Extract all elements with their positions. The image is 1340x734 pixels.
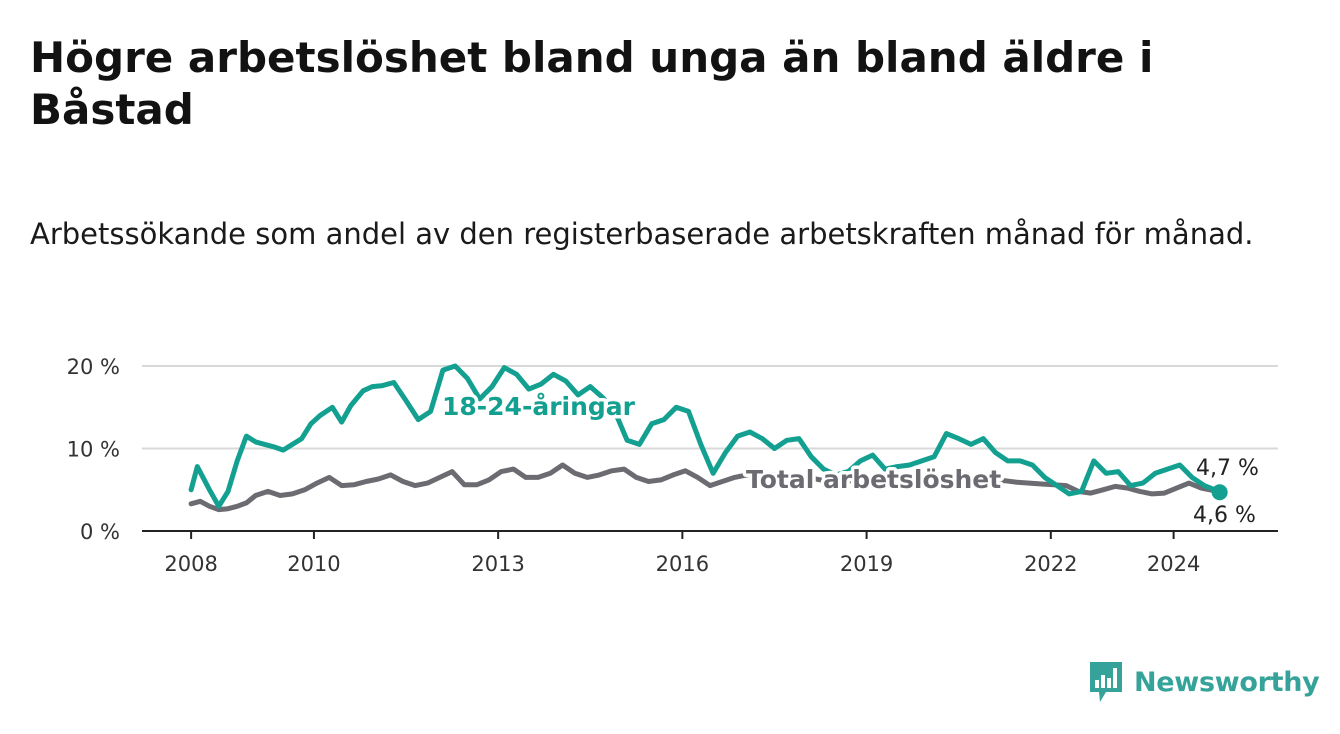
total-series-label: Total arbetslöshet [746, 465, 1001, 494]
x-tick-label: 2013 [471, 552, 524, 576]
total-series-label-halo: Total arbetslöshet [746, 465, 1001, 494]
chart-title: Högre arbetslöshet bland unga än bland ä… [30, 33, 1154, 134]
series-lines [188, 363, 1228, 513]
total-end-value-label: 4,6 % [1193, 503, 1256, 528]
youth-series-label: 18-24-åringar [442, 392, 636, 421]
y-axis-ticks: 0 % 10 % 20 % [67, 355, 120, 544]
x-tick-label: 2010 [287, 552, 340, 576]
x-tick-label: 2016 [656, 552, 709, 576]
y-tick-label: 0 % [80, 520, 120, 544]
youth-series-label-halo: 18-24-åringar [442, 392, 636, 421]
y-tick-label: 10 % [67, 438, 120, 462]
x-axis-ticks: 2008 2010 2013 2016 2019 2022 2024 [164, 531, 1200, 576]
chart-subtitle: Arbetssökande som andel av den registerb… [30, 217, 1254, 251]
bar-chart-speech-bubble-icon [1090, 662, 1122, 702]
x-tick-label: 2019 [840, 552, 893, 576]
x-tick-label: 2022 [1024, 552, 1077, 576]
x-tick-label: 2024 [1147, 552, 1200, 576]
total-unemployment-line [188, 462, 1223, 513]
youth-end-point [1211, 484, 1228, 501]
brand-name: Newsworthy [1134, 666, 1320, 698]
y-tick-label: 20 % [67, 355, 120, 379]
x-tick-label: 2008 [164, 552, 217, 576]
newsworthy-logo: Newsworthy [1088, 660, 1320, 704]
youth-unemployment-line [188, 363, 1223, 509]
youth-end-value-label: 4,7 % [1196, 456, 1259, 481]
grid-lines [142, 365, 1278, 532]
